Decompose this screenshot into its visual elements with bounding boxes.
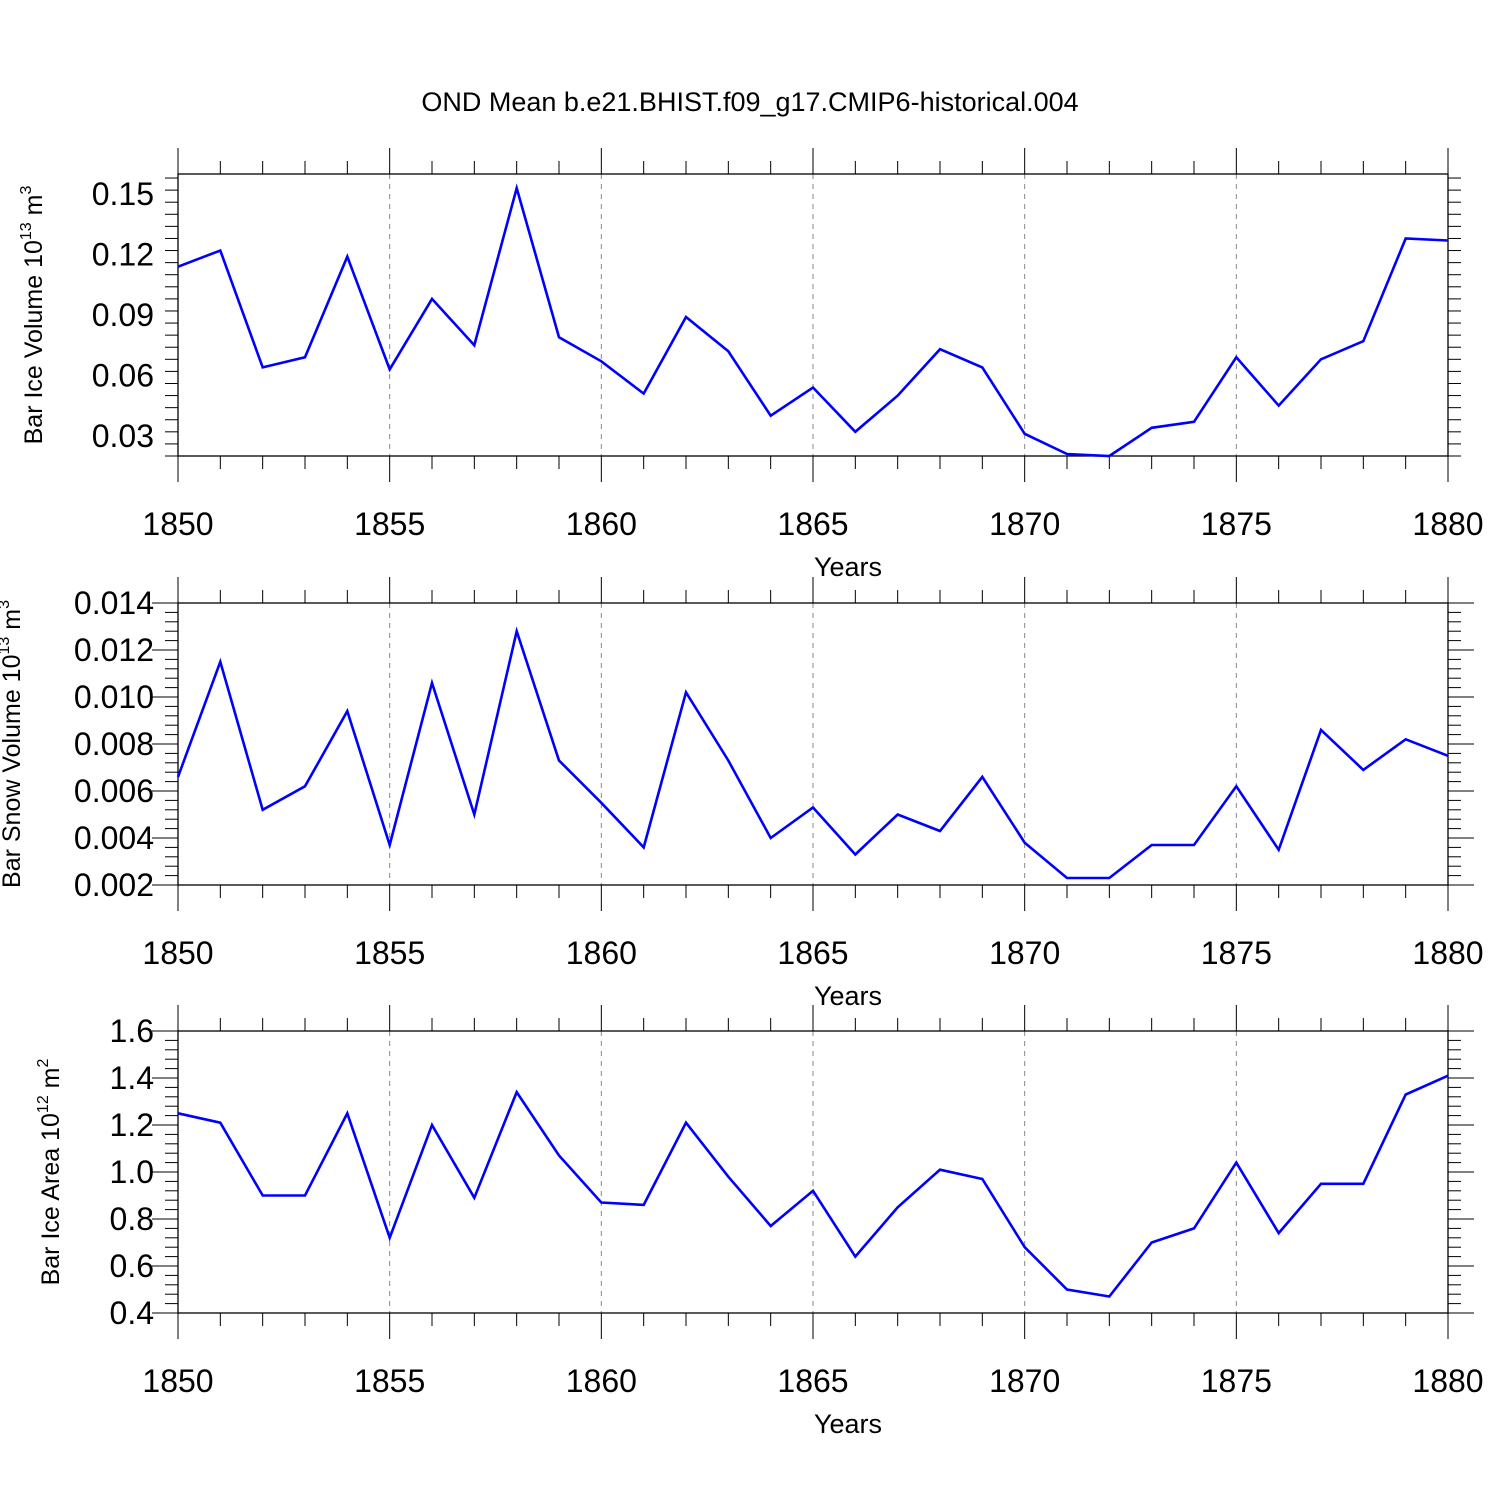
y-axis-label-unit: m — [0, 609, 26, 637]
x-axis-label: Years — [814, 981, 882, 1011]
series-line — [176, 626, 1449, 880]
y-tick-label-1.6: 1.6 — [110, 1013, 154, 1049]
x-tick-label-1850: 1850 — [142, 1363, 213, 1399]
y-axis-label: Bar Ice Volume 1013 m3 — [18, 186, 48, 445]
x-tick-label-1880: 1880 — [1412, 1363, 1483, 1399]
y-tick-label-0.012: 0.012 — [74, 632, 154, 668]
y-axis-label-main: Bar Snow Volume 10 — [0, 655, 26, 888]
y-axis-label-exponent: 13 — [18, 222, 35, 240]
y-tick-label-0.002: 0.002 — [74, 867, 154, 903]
y-tick-label-0.6: 0.6 — [110, 1248, 154, 1284]
y-tick-label-0.03: 0.03 — [92, 418, 154, 454]
x-tick-label-1855: 1855 — [354, 935, 425, 971]
x-tick-label-1870: 1870 — [989, 1363, 1060, 1399]
y-axis-label-exponent: 13 — [0, 637, 13, 655]
x-axis-label: Years — [814, 1409, 882, 1439]
x-tick-label-1855: 1855 — [354, 506, 425, 542]
x-tick-label-1875: 1875 — [1201, 1363, 1272, 1399]
x-tick-label-1855: 1855 — [354, 1363, 425, 1399]
y-tick-label-0.8: 0.8 — [110, 1201, 154, 1237]
x-tick-label-1875: 1875 — [1201, 506, 1272, 542]
x-tick-label-1880: 1880 — [1412, 506, 1483, 542]
x-tick-label-1865: 1865 — [777, 506, 848, 542]
y-tick-label-0.15: 0.15 — [92, 176, 154, 212]
x-axis-label: Years — [814, 552, 882, 582]
y-tick-label-0.09: 0.09 — [92, 297, 154, 333]
y-axis-label-main: Bar Ice Volume 10 — [20, 240, 48, 444]
y-tick-label-1.0: 1.0 — [110, 1154, 154, 1190]
series-line — [177, 1074, 1449, 1298]
y-axis-label: Bar Ice Area 1012 m2 — [35, 1059, 65, 1286]
y-axis-label-main: Bar Ice Area 10 — [37, 1113, 65, 1285]
x-tick-label-1865: 1865 — [777, 1363, 848, 1399]
x-tick-label-1850: 1850 — [142, 506, 213, 542]
x-tick-label-1870: 1870 — [989, 935, 1060, 971]
page-title: OND Mean b.e21.BHIST.f09_g17.CMIP6-histo… — [421, 87, 1078, 117]
y-axis-label-unit: m — [20, 195, 48, 223]
chart-panel-2: 1850 1855 1860 1865 1870 1875 1880 Years 0.002 0.… — [0, 577, 1484, 1011]
y-tick-label-0.004: 0.004 — [74, 820, 154, 856]
y-axis-label-unit-exponent: 2 — [35, 1059, 52, 1068]
x-tick-label-1865: 1865 — [777, 935, 848, 971]
y-axis-label-exponent: 12 — [35, 1095, 52, 1113]
x-tick-label-1880: 1880 — [1412, 935, 1483, 971]
y-tick-label-0.014: 0.014 — [74, 585, 154, 621]
chart-panel-3: 1850 1855 1860 1865 1870 1875 1880 Years 0.4 0.6 0… — [35, 1005, 1484, 1439]
x-tick-label-1875: 1875 — [1201, 935, 1272, 971]
y-axis-label-unit: m — [37, 1068, 65, 1096]
x-tick-label-1860: 1860 — [566, 1363, 637, 1399]
x-tick-label-1850: 1850 — [142, 935, 213, 971]
x-tick-label-1860: 1860 — [566, 506, 637, 542]
y-tick-label-0.4: 0.4 — [110, 1295, 154, 1331]
y-tick-label-0.06: 0.06 — [92, 357, 154, 393]
y-axis-label-unit-exponent: 3 — [18, 186, 35, 195]
y-tick-label-0.006: 0.006 — [74, 773, 154, 809]
chart-panel-1: 1850 1855 1860 1865 1870 1875 1880 Years 0.03 0.0… — [18, 148, 1484, 582]
y-tick-label-1.2: 1.2 — [110, 1107, 154, 1143]
y-axis-label: Bar Snow Volume 1013 m3 — [0, 600, 26, 888]
x-tick-label-1860: 1860 — [566, 935, 637, 971]
y-axis-label-unit-exponent: 3 — [0, 600, 13, 609]
series-line — [177, 183, 1449, 458]
panels: 1850 1855 1860 1865 1870 1875 1880 Years 0.03 0.0… — [0, 148, 1484, 1439]
x-tick-label-1870: 1870 — [989, 506, 1060, 542]
y-tick-label-1.4: 1.4 — [110, 1060, 154, 1096]
y-tick-label-0.010: 0.010 — [74, 679, 154, 715]
y-tick-label-0.008: 0.008 — [74, 726, 154, 762]
y-tick-label-0.12: 0.12 — [92, 237, 154, 273]
